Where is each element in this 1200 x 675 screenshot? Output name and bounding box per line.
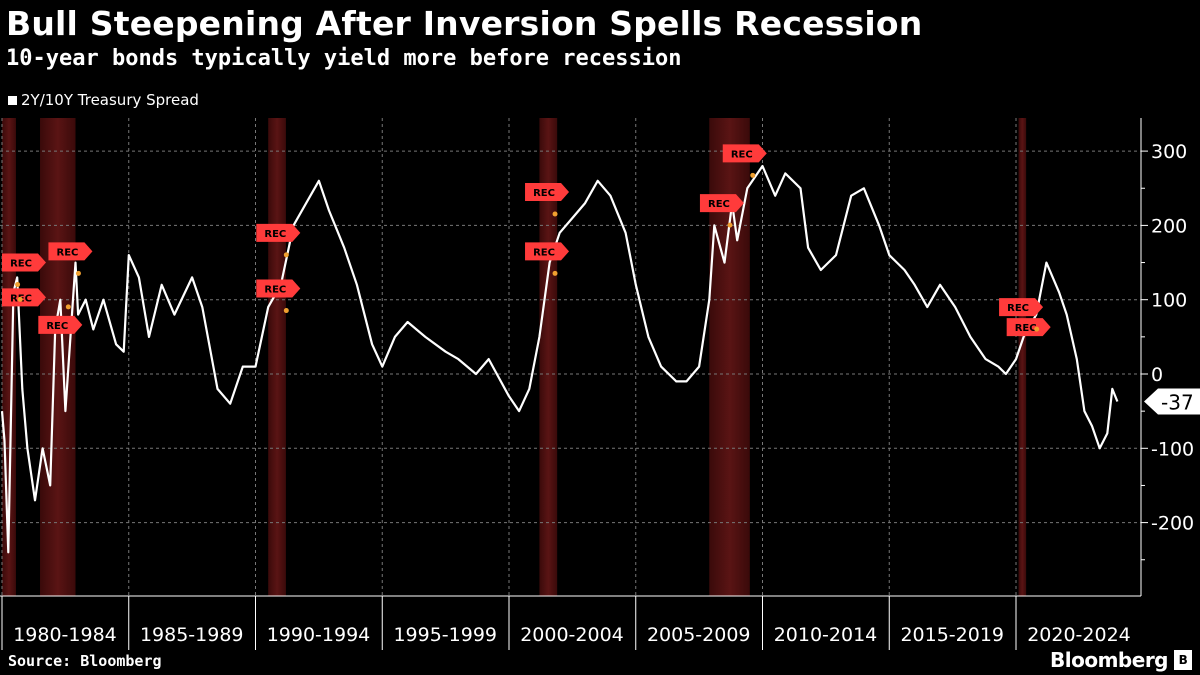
bloomberg-logo: Bloomberg B (1050, 648, 1192, 672)
legend-swatch (8, 95, 17, 105)
rec-marker: REC (699, 194, 744, 228)
x-tick-label: 2020-2024 (1027, 624, 1131, 646)
rec-marker: REC (2, 253, 46, 288)
rec-marker-label: REC (708, 199, 730, 210)
rec-marker: REC (525, 242, 570, 276)
rec-marker-label: REC (533, 247, 555, 258)
rec-dot (1034, 326, 1040, 332)
rec-dot (552, 211, 558, 217)
rec-marker: REC (1006, 318, 1051, 337)
y-tick-label: 200 (1151, 215, 1187, 237)
rec-marker: REC (48, 242, 93, 276)
rec-marker-shape (525, 182, 570, 201)
rec-dot (750, 172, 756, 178)
x-tick-label: 1995-1999 (393, 624, 497, 646)
y-tick-label: -100 (1151, 438, 1194, 460)
last-value-label: -37 (1161, 390, 1194, 414)
rec-dot (283, 308, 289, 314)
rec-marker-shape (256, 223, 301, 242)
rec-marker-shape (48, 242, 93, 261)
rec-marker: REC (38, 304, 83, 334)
rec-marker-label: REC (1015, 323, 1037, 334)
rec-marker: REC (525, 182, 570, 217)
rec-marker-label: REC (10, 259, 32, 270)
y-tick-label: 300 (1151, 141, 1187, 163)
rec-dot (283, 252, 289, 258)
rec-dot (65, 304, 71, 310)
recession-band (268, 118, 286, 596)
rec-dot (17, 296, 23, 302)
brand-name: Bloomberg (1050, 648, 1168, 672)
rec-dot (552, 270, 558, 276)
rec-marker: REC (256, 223, 301, 258)
legend-label: 2Y/10Y Treasury Spread (21, 91, 199, 109)
rec-marker-label: REC (46, 321, 68, 332)
rec-marker-shape (1006, 318, 1051, 337)
rec-dot (15, 282, 21, 288)
y-tick-label: -200 (1151, 513, 1194, 535)
last-value-badge (1144, 388, 1200, 415)
rec-marker-shape (2, 253, 46, 272)
x-tick-label: 1980-1984 (13, 624, 117, 646)
rec-dot (75, 270, 81, 276)
rec-marker: REC (2, 288, 46, 307)
recession-band (1018, 118, 1027, 596)
rec-marker-shape (699, 194, 744, 213)
rec-marker-label: REC (57, 247, 79, 258)
rec-marker-shape (722, 144, 767, 163)
y-tick-label: 0 (1151, 364, 1163, 386)
x-tick-label: 2005-2009 (647, 624, 751, 646)
x-tick-label: 1985-1989 (140, 624, 244, 646)
rec-marker-label: REC (533, 188, 555, 199)
rec-marker-shape (2, 288, 46, 307)
chart-subtitle: 10-year bonds typically yield more befor… (6, 46, 682, 71)
recession-band (539, 118, 558, 596)
x-tick-label: 2000-2004 (520, 624, 624, 646)
rec-marker: REC (256, 279, 301, 314)
recession-band (709, 118, 750, 596)
x-tick-label: 2010-2014 (774, 624, 878, 646)
rec-marker-shape (525, 242, 570, 261)
rec-marker-label: REC (264, 285, 286, 296)
x-tick-label: 2015-2019 (900, 624, 1004, 646)
chart-title: Bull Steepening After Inversion Spells R… (6, 4, 923, 43)
x-tick-label: 1990-1994 (267, 624, 371, 646)
bloomberg-logo-icon: B (1174, 650, 1192, 670)
rec-marker-shape (999, 298, 1044, 317)
rec-marker-label: REC (731, 149, 753, 160)
spread-line (0, 164, 1119, 554)
legend: 2Y/10Y Treasury Spread (8, 91, 199, 109)
recession-band (40, 118, 76, 596)
rec-marker-label: REC (1007, 303, 1029, 314)
rec-marker-shape (38, 315, 83, 334)
rec-marker: REC (722, 144, 767, 178)
rec-marker-shape (256, 279, 301, 298)
rec-dot (727, 222, 733, 228)
rec-marker-label: REC (264, 229, 286, 240)
source-note: Source: Bloomberg (8, 652, 162, 670)
y-tick-label: 100 (1151, 290, 1187, 312)
